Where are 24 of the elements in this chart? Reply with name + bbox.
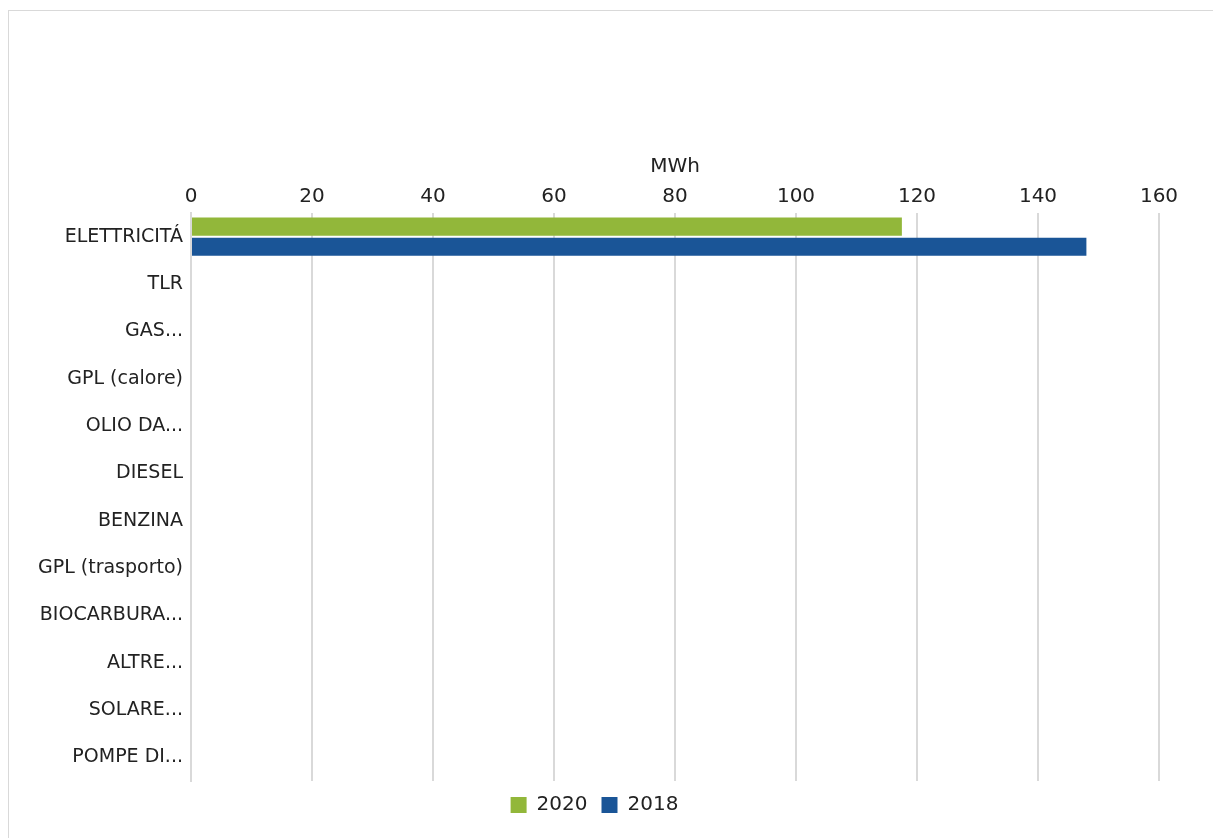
x-tick-label: 40: [420, 183, 446, 208]
y-tick-label: BENZINA: [97, 507, 183, 530]
x-tick-label: 0: [184, 183, 198, 208]
y-tick-label: ALTRE...: [107, 649, 183, 672]
y-tick-label: TLR: [146, 270, 183, 293]
y-tick-label: POMPE DI...: [72, 744, 183, 767]
legend-label: 2020: [536, 791, 588, 816]
x-tick-label: 20: [299, 183, 325, 208]
x-tick-label: 140: [1018, 183, 1058, 208]
y-tick-label: DIESEL: [116, 460, 184, 483]
y-tick-label: OLIO DA...: [85, 412, 183, 435]
x-tick-label: 120: [897, 183, 937, 208]
legend-label: 2018: [627, 791, 679, 816]
x-tick-label: 60: [541, 183, 567, 208]
y-tick-label: GAS...: [125, 318, 183, 341]
x-tick-label: 80: [662, 183, 688, 208]
y-tick-label: ELETTRICITÁ: [64, 223, 183, 246]
y-tick-label: GPL (trasporto): [37, 554, 183, 577]
y-tick-label: BIOCARBURA...: [39, 602, 183, 625]
y-tick-label: SOLARE...: [88, 696, 183, 719]
x-axis-title: MWh: [650, 153, 700, 178]
y-tick-label: GPL (calore): [67, 365, 183, 388]
x-tick-label: 160: [1139, 183, 1179, 208]
x-tick-label: 100: [776, 183, 816, 208]
